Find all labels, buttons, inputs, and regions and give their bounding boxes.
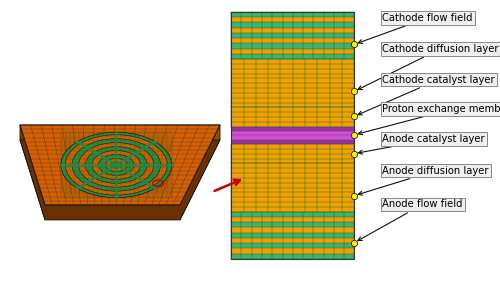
Bar [231,12,354,259]
Bar [231,127,354,144]
Bar [231,12,354,59]
Text: Anode catalyst layer: Anode catalyst layer [358,134,485,154]
Bar [231,59,354,107]
Bar [231,38,354,43]
Ellipse shape [86,147,147,183]
Text: Anode diffusion layer: Anode diffusion layer [358,166,489,195]
Ellipse shape [110,162,122,168]
Bar [231,248,354,254]
Bar [231,49,354,54]
Ellipse shape [98,155,134,175]
Ellipse shape [105,159,128,171]
Bar [231,131,354,140]
Polygon shape [20,125,45,220]
Text: Cathode flow field: Cathode flow field [358,13,473,43]
Bar [231,238,354,243]
Ellipse shape [92,151,140,179]
Polygon shape [20,140,220,220]
Bar [231,17,354,22]
Bar [231,212,354,259]
Polygon shape [180,125,220,220]
Ellipse shape [66,135,167,195]
Ellipse shape [61,132,172,198]
Text: Cathode catalyst layer: Cathode catalyst layer [358,75,495,115]
Text: Proton exchange membrane: Proton exchange membrane [358,104,500,135]
Text: Cathode diffusion layer: Cathode diffusion layer [358,44,499,90]
Bar [231,227,354,233]
Text: Anode flow field: Anode flow field [358,200,463,241]
Ellipse shape [78,143,154,187]
Bar [231,163,354,212]
Ellipse shape [72,139,160,191]
Bar [231,144,354,163]
Bar [231,28,354,33]
Bar [231,217,354,222]
Bar [231,107,354,127]
Polygon shape [20,125,220,205]
